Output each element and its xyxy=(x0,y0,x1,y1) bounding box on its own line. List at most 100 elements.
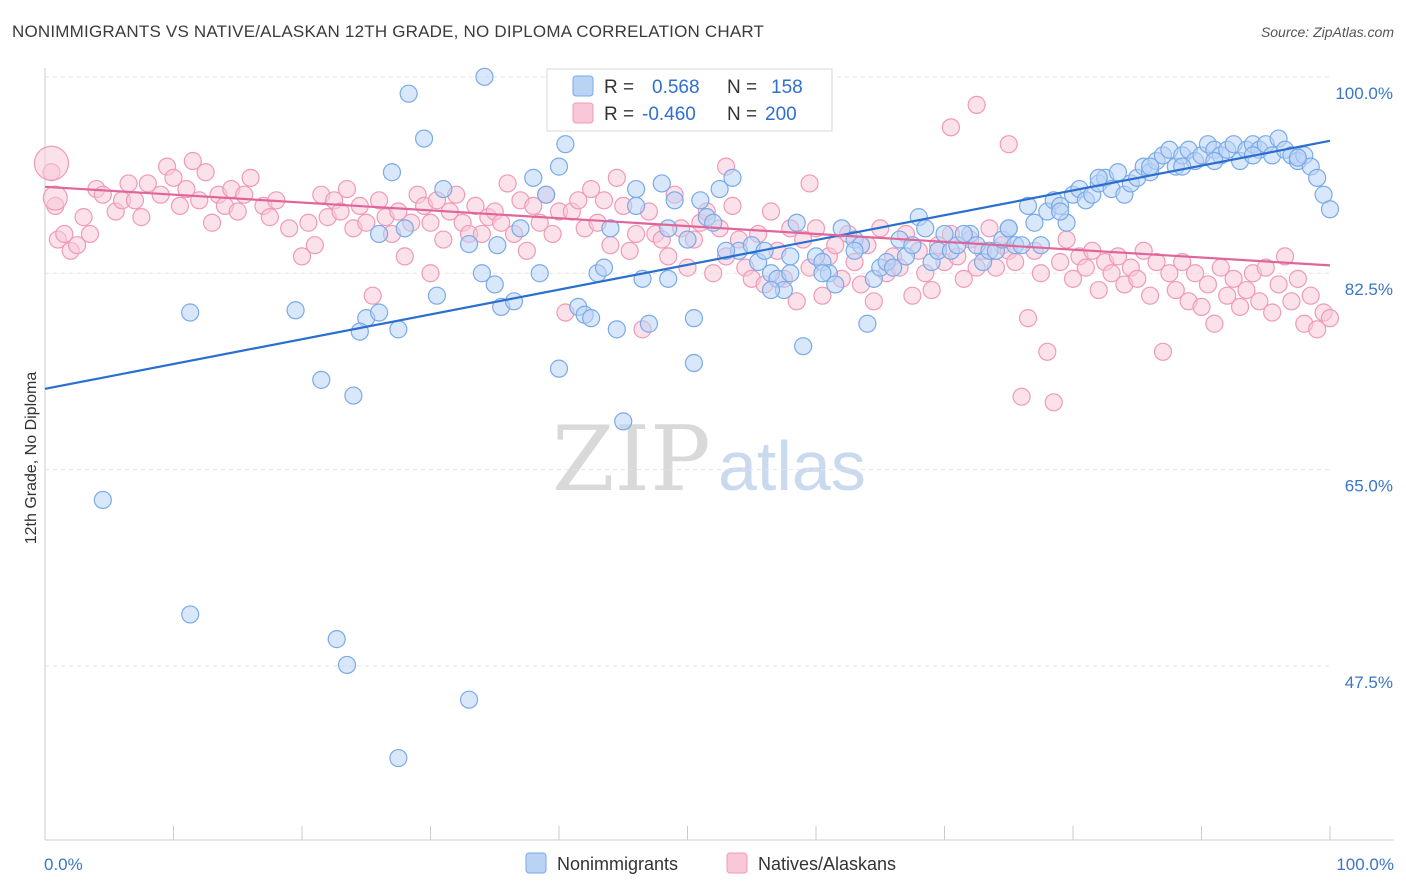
y-tick-labels: 100.0% 82.5% 65.0% 47.5% xyxy=(1335,84,1393,692)
natives-point-195 xyxy=(1320,309,1340,328)
nonimmigrants-point-30 xyxy=(549,157,569,176)
nonimmigrants-point-52 xyxy=(723,168,742,187)
natives-point-193 xyxy=(1308,320,1327,339)
natives-point-28 xyxy=(228,202,247,221)
natives-point-34 xyxy=(280,219,299,238)
series-legend: Nonimmigrants Natives/Alaskans xyxy=(525,852,896,874)
nonimmigrants-point-39 xyxy=(614,412,633,431)
natives-point-24 xyxy=(202,213,222,232)
natives-point-168 xyxy=(1147,252,1166,272)
nonimmigrants-point-153 xyxy=(1051,202,1070,221)
natives-point-82 xyxy=(594,191,614,210)
nonimmigrants-point-31 xyxy=(556,135,575,154)
natives-point-187 xyxy=(1269,275,1288,294)
natives-point-42 xyxy=(337,179,357,199)
trend-lines xyxy=(44,139,1331,390)
natives-point-108 xyxy=(761,202,781,221)
nonimmigrants-point-91 xyxy=(1018,196,1038,215)
stats-legend: R = 0.568 N = 158 R = -0.460 N = 200 xyxy=(546,68,833,132)
nonimmigrants-point-66 xyxy=(826,275,845,294)
natives-point-167 xyxy=(1140,286,1160,305)
nonimmigrants-point-51 xyxy=(710,179,729,199)
natives-point-12 xyxy=(119,174,138,193)
natives-point-185 xyxy=(1256,258,1275,277)
nonimmigrants-point-16 xyxy=(382,163,402,182)
nonimmigrants-point-138 xyxy=(1320,200,1340,219)
nonimmigrants-point-160 xyxy=(845,241,864,260)
natives-point-19 xyxy=(170,196,190,215)
nonimmigrants-point-13 xyxy=(459,234,479,254)
nonimmigrants-point-149 xyxy=(781,247,800,266)
natives-point-23 xyxy=(196,163,215,182)
chart-title: NONIMMIGRANTS VS NATIVE/ALASKAN 12TH GRA… xyxy=(12,22,765,41)
trend-line-natives xyxy=(44,185,1331,267)
natives-point-150 xyxy=(1031,264,1050,283)
natives-point-51 xyxy=(395,247,414,266)
natives-point-192 xyxy=(1301,286,1320,305)
nonimmigrants-point-47 xyxy=(684,353,704,373)
nonimmigrants-point-45 xyxy=(665,191,684,210)
nonimmigrants-point-139 xyxy=(761,280,781,300)
natives-point-161 xyxy=(1102,264,1121,283)
nonimmigrants-point-0 xyxy=(93,490,112,510)
nonimmigrants-point-8 xyxy=(312,370,331,389)
natives-point-3 xyxy=(55,224,74,244)
legend-r-value-2: -0.460 xyxy=(642,104,696,125)
natives-point-47 xyxy=(370,191,389,210)
nonimmigrants-point-28 xyxy=(524,168,543,187)
natives-point-74 xyxy=(543,224,562,244)
natives-point-30 xyxy=(241,168,260,187)
x-tick-label-right: 100.0% xyxy=(1336,855,1394,874)
legend-r-label-1: R = xyxy=(604,77,634,98)
nonimmigrants-point-43 xyxy=(652,174,671,193)
natives-point-14 xyxy=(132,208,151,227)
nonimmigrants-point-148 xyxy=(716,241,736,260)
natives-point-155 xyxy=(1063,269,1083,288)
nonimmigrants-point-147 xyxy=(659,269,678,288)
nonimmigrants-point-24 xyxy=(472,264,491,283)
natives-point-21 xyxy=(183,151,202,171)
nonimmigrants-point-48 xyxy=(691,191,710,210)
natives-point-176 xyxy=(1198,275,1218,294)
natives-point-71 xyxy=(524,196,543,215)
natives-point-157 xyxy=(1076,258,1095,277)
natives-point-62 xyxy=(466,196,485,215)
nonimmigrants-point-142 xyxy=(626,179,646,199)
nonimmigrants-point-11 xyxy=(399,84,418,103)
natives-point-87 xyxy=(626,224,646,244)
natives-point-197 xyxy=(967,95,986,114)
legend-n-value-1: 158 xyxy=(771,77,803,98)
natives-point-181 xyxy=(1230,297,1250,317)
natives-point-80 xyxy=(582,179,601,199)
natives-point-142 xyxy=(980,219,999,238)
nonimmigrants-point-23 xyxy=(427,286,447,305)
natives-point-200 xyxy=(800,174,819,193)
legend-n-label-2: N = xyxy=(727,104,757,125)
nonimmigrants-point-6 xyxy=(181,303,200,322)
nonimmigrants-point-73 xyxy=(883,258,903,277)
nonimmigrants-point-4 xyxy=(459,690,479,709)
natives-point-18 xyxy=(164,168,183,187)
natives-point-186 xyxy=(1263,303,1282,322)
natives-point-170 xyxy=(1160,264,1179,283)
natives-point-175 xyxy=(1192,297,1211,317)
natives-point-9 xyxy=(93,185,112,204)
natives-point-72 xyxy=(530,213,549,232)
nonimmigrants-point-61 xyxy=(787,213,806,232)
natives-point-78 xyxy=(569,191,588,210)
watermark: ZIP atlas xyxy=(552,407,866,512)
natives-point-57 xyxy=(434,230,453,249)
natives-point-116 xyxy=(813,286,832,305)
nonimmigrants-point-29 xyxy=(537,185,556,204)
natives-point-22 xyxy=(190,191,209,210)
stats-legend-box xyxy=(546,68,833,132)
nonimmigrants-point-40 xyxy=(626,196,646,215)
natives-point-41 xyxy=(331,202,350,221)
nonimmigrants-point-156 xyxy=(1173,157,1192,176)
natives-point-151 xyxy=(1038,342,1057,361)
legend-r-value-1: 0.568 xyxy=(652,77,700,98)
nonimmigrants-point-145 xyxy=(504,292,524,311)
nonimmigrants-point-17 xyxy=(370,224,389,244)
natives-point-179 xyxy=(1218,286,1237,305)
